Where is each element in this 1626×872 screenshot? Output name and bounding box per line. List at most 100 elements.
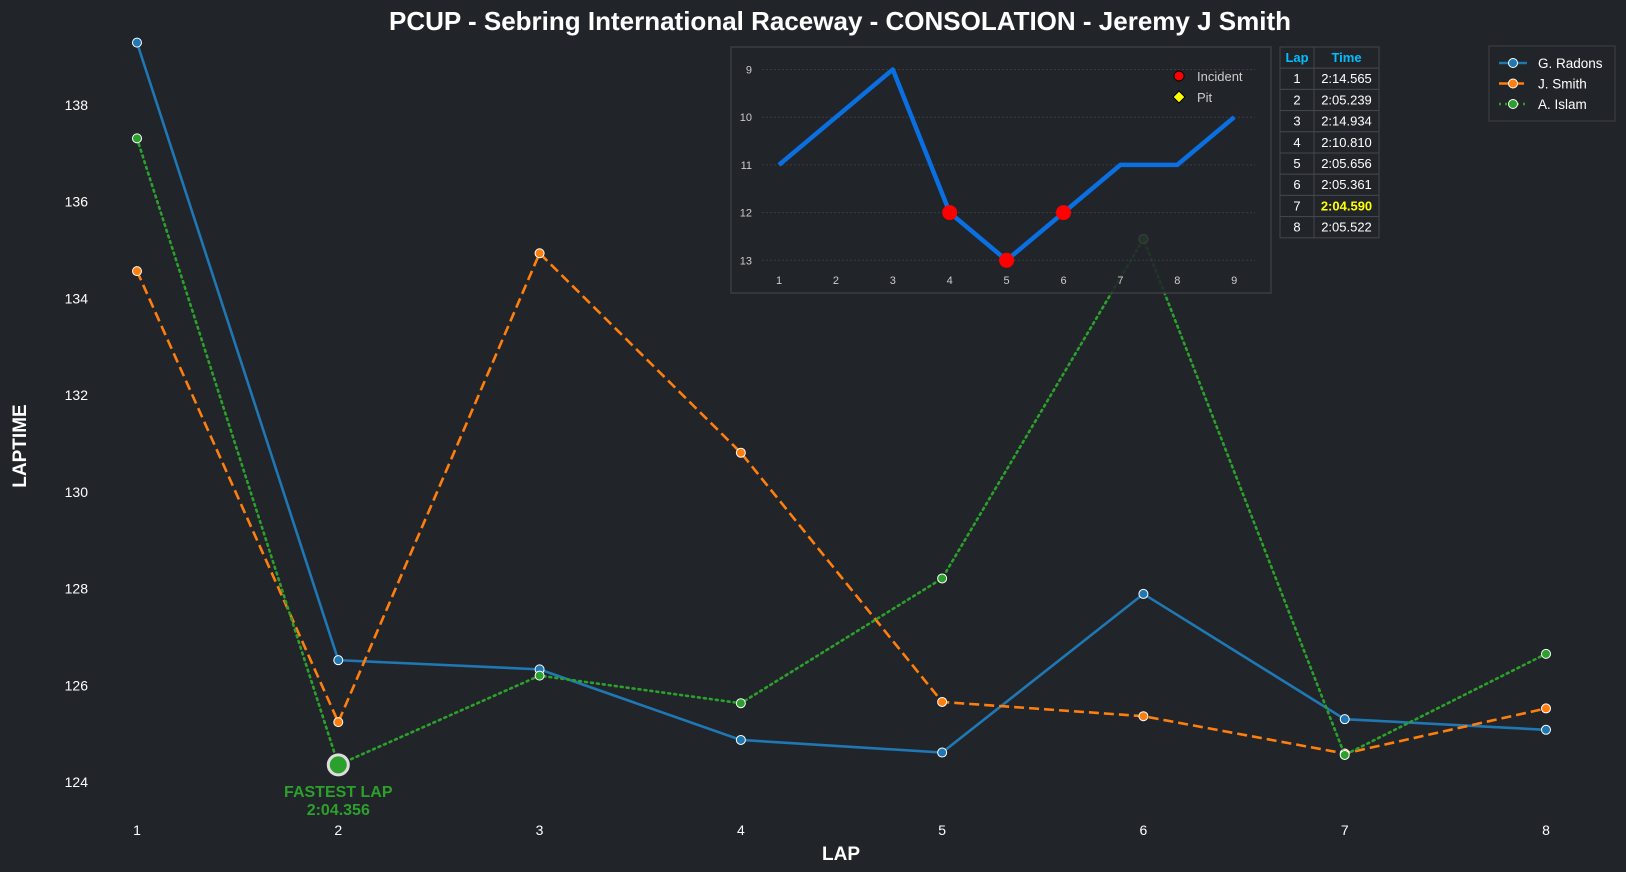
data-point [534, 670, 545, 681]
inset-y-tick-label: 12 [740, 208, 752, 220]
x-tick-labels: 1 2 3 4 5 6 7 8 [133, 822, 1550, 838]
y-tick-label: 126 [65, 677, 89, 693]
x-tick-label: 6 [1140, 822, 1148, 838]
inset-x-tick-label: 4 [947, 275, 953, 287]
y-tick-label: 134 [65, 290, 89, 306]
table-time-cell: 2:05.361 [1321, 177, 1372, 192]
series-line [135, 42, 1547, 754]
inset-x-tick-label: 5 [1004, 275, 1010, 287]
inset-x-tick-label: 7 [1117, 275, 1123, 287]
data-point [132, 133, 142, 144]
table-time-cell: 2:05.656 [1321, 156, 1372, 171]
x-axis-label: LAP [822, 844, 860, 865]
table-time-cell: 2:14.934 [1321, 114, 1372, 129]
legend-label: J. Smith [1538, 77, 1587, 92]
series-g-radons [132, 37, 1551, 758]
inset-legend: Incident Pit [1172, 69, 1243, 105]
legend-label: A. Islam [1538, 97, 1587, 112]
x-tick-label: 7 [1341, 822, 1349, 838]
table-lap-cell: 1 [1293, 71, 1300, 86]
inset-frame [730, 46, 1272, 294]
table-time-cell: 2:10.810 [1321, 135, 1372, 150]
data-point [534, 248, 545, 259]
table-lap-cell: 5 [1293, 156, 1300, 171]
data-point [333, 655, 344, 666]
x-tick-label: 5 [938, 822, 946, 838]
lap-time-table: Lap Time 1 2:14.565 2 2:05.239 3 2:14.934 4 2:10.… [1279, 46, 1380, 239]
data-point [1339, 714, 1350, 725]
inset-x-tick-label: 8 [1174, 275, 1180, 287]
data-point [333, 717, 344, 728]
fastest-lap-marker [326, 753, 350, 777]
incident-legend-label: Incident [1197, 69, 1243, 84]
data-point [132, 266, 142, 277]
fastest-lap-value: 2:04.356 [307, 802, 370, 819]
table-time-cell: 2:05.239 [1321, 92, 1372, 107]
data-point [1541, 648, 1551, 659]
x-tick-label: 1 [133, 822, 141, 838]
table-best-time-cell: 2:04.590 [1321, 198, 1372, 213]
pit-legend-label: Pit [1197, 90, 1213, 105]
x-tick-label: 2 [334, 822, 342, 838]
pit-legend-marker [1172, 90, 1186, 104]
legend-marker [1508, 78, 1518, 89]
data-point [937, 573, 948, 584]
y-tick-label: 138 [65, 97, 89, 113]
fastest-lap-label: FASTEST LAP [284, 784, 393, 801]
table-time-cell: 2:14.565 [1321, 71, 1372, 86]
inset-y-tick-label: 9 [746, 65, 752, 77]
inset-y-tick-label: 10 [740, 112, 752, 124]
inset-x-tick-label: 3 [890, 275, 896, 287]
x-tick-label: 8 [1542, 822, 1550, 838]
data-point [1541, 703, 1551, 714]
legend-label: G. Radons [1538, 56, 1603, 71]
y-tick-label: 124 [65, 774, 89, 790]
inset-x-tick-label: 6 [1060, 275, 1066, 287]
y-tick-label: 128 [65, 581, 89, 597]
data-point [1138, 711, 1149, 722]
incident-marker [1056, 205, 1071, 221]
table-lap-cell: 8 [1293, 220, 1300, 235]
y-tick-labels: 124 126 128 130 132 134 136 138 [65, 97, 89, 790]
table-lap-cell: 7 [1293, 198, 1300, 213]
table-time-cell: 2:05.522 [1321, 220, 1372, 235]
inset-x-tick-label: 2 [833, 275, 839, 287]
series-line [135, 251, 1547, 755]
y-tick-label: 132 [65, 387, 89, 403]
incident-marker [999, 252, 1015, 268]
fastest-lap-annotation: FASTEST LAP 2:04.356 [284, 753, 393, 819]
chart-title: PCUP - Sebring International Raceway - C… [389, 6, 1291, 36]
table-lap-cell: 6 [1293, 177, 1300, 192]
data-point [735, 698, 746, 709]
data-point [937, 747, 948, 758]
incident-marker [942, 205, 958, 221]
data-point [1339, 749, 1350, 760]
legend-marker [1508, 58, 1518, 68]
series-line [135, 137, 1548, 767]
series-group [132, 37, 1551, 770]
table-lap-cell: 2 [1293, 92, 1300, 107]
x-tick-label: 4 [737, 822, 745, 838]
data-point [132, 37, 142, 48]
table-lap-cell: 4 [1293, 135, 1300, 150]
y-tick-label: 136 [65, 194, 89, 210]
table-cell-frame [1313, 216, 1380, 239]
data-point [1541, 724, 1551, 735]
legend: G. Radons J. Smith A. Islam [1488, 45, 1616, 122]
data-point [937, 696, 948, 707]
inset-x-tick-label: 9 [1231, 275, 1237, 287]
table-header-time: Time [1331, 50, 1361, 65]
data-point [735, 734, 746, 745]
y-axis-label: LAPTIME [10, 404, 31, 487]
incident-legend-marker [1173, 70, 1185, 82]
table-lap-cell: 3 [1293, 114, 1300, 129]
inset-position-line [777, 67, 1236, 268]
table-header-lap: Lap [1285, 50, 1308, 65]
y-tick-label: 130 [65, 484, 89, 500]
inset-y-tick-label: 13 [740, 255, 752, 267]
inset-y-tick-label: 11 [741, 160, 752, 172]
data-point [1138, 588, 1149, 599]
